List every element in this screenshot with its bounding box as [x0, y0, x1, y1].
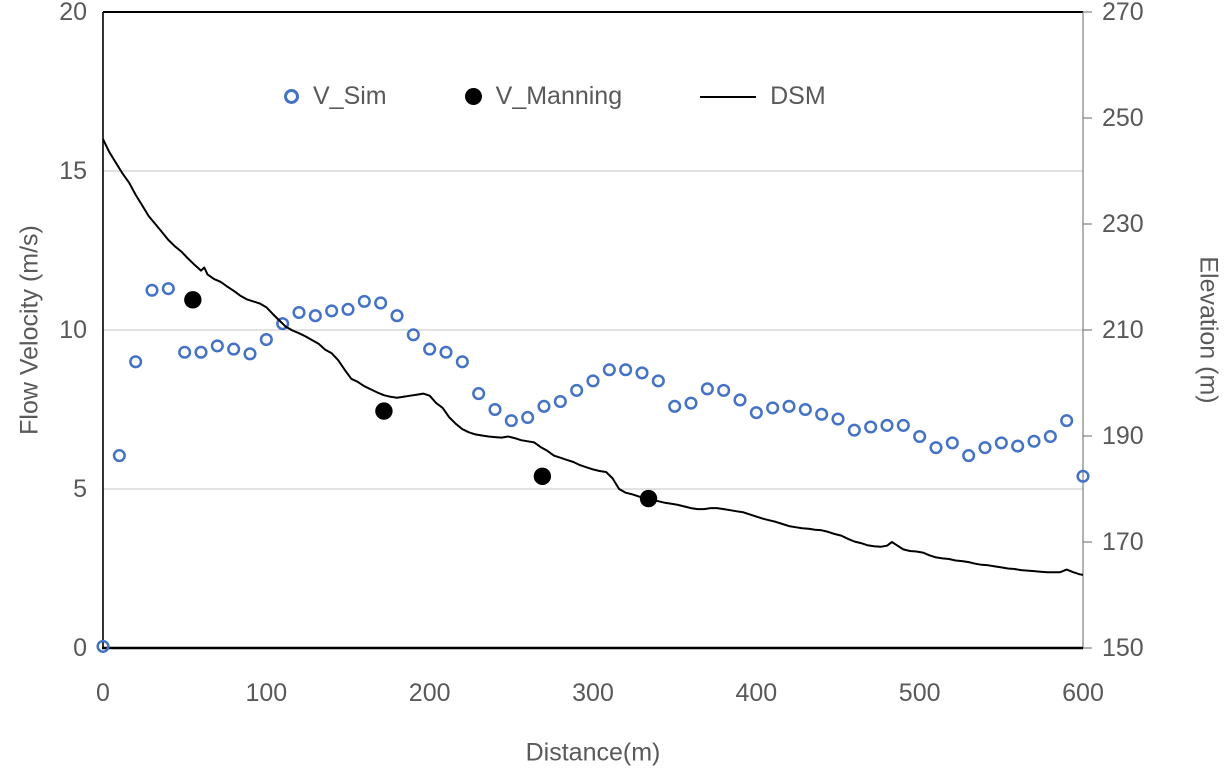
- v-sim-point: [504, 414, 518, 428]
- v-sim-point: [406, 328, 420, 342]
- v-manning-point: [375, 402, 393, 420]
- v-sim-point: [717, 383, 731, 397]
- v-sim-point: [913, 429, 927, 444]
- legend-item-v-sim: V_Sim: [284, 82, 387, 111]
- y-left-tick-label: 0: [73, 634, 87, 662]
- x-tick-label: 100: [245, 679, 287, 707]
- v-sim-point: [945, 436, 959, 450]
- v-sim-point: [651, 374, 665, 388]
- v-sim-point: [1076, 469, 1090, 483]
- v-sim-point: [145, 283, 159, 297]
- v-sim-point: [374, 296, 388, 310]
- v-sim-point: [1060, 414, 1074, 428]
- y-right-tick-label: 210: [1102, 316, 1144, 344]
- v-sim-point: [276, 317, 290, 331]
- y-left-tick-label: 20: [59, 0, 87, 26]
- v-sim-point: [390, 309, 404, 323]
- v-sim-point: [896, 418, 910, 432]
- v-sim-point: [423, 342, 437, 356]
- v-sim-point: [472, 387, 486, 401]
- v-sim-point: [488, 402, 502, 417]
- v-sim-point: [847, 423, 861, 437]
- legend-item-dsm: DSM: [700, 82, 826, 111]
- v-sim-marker-icon: [284, 89, 299, 104]
- x-tick-label: 500: [899, 679, 941, 707]
- dsm-line-icon: [700, 95, 757, 98]
- v-sim-point: [815, 407, 829, 421]
- v-sim-point: [978, 441, 992, 455]
- v-sim-point: [243, 347, 257, 361]
- v-sim-point: [227, 342, 241, 356]
- v-sim-point: [194, 345, 208, 359]
- y-left-tick-label: 10: [59, 316, 87, 344]
- v-sim-point: [749, 406, 763, 420]
- v-sim-point: [439, 345, 453, 359]
- legend: V_Sim V_Manning DSM: [284, 82, 826, 111]
- v-manning-point: [533, 467, 552, 485]
- v-sim-point: [553, 395, 567, 409]
- v-sim-point: [766, 401, 780, 415]
- v-sim-point: [994, 436, 1008, 450]
- v-sim-point: [521, 410, 535, 425]
- y-right-tick-label: 230: [1102, 210, 1144, 238]
- v-sim-point: [1027, 434, 1041, 448]
- v-sim-point: [357, 294, 371, 308]
- x-tick-label: 300: [572, 679, 614, 707]
- v-sim-point: [96, 639, 110, 653]
- legend-label-v-manning: V_Manning: [495, 82, 623, 110]
- v-sim-point: [782, 399, 796, 413]
- v-sim-point: [341, 302, 355, 316]
- v-sim-point: [178, 345, 192, 359]
- x-tick-label: 600: [1062, 679, 1104, 707]
- y-right-tick-label: 150: [1102, 634, 1144, 662]
- y-left-tick-label: 5: [73, 475, 87, 503]
- y-right-tick-label: 250: [1102, 104, 1144, 132]
- v-sim-point: [259, 332, 273, 347]
- x-tick-label: 0: [96, 679, 110, 707]
- v-sim-point: [1043, 429, 1057, 444]
- v-manning-point: [184, 291, 202, 309]
- v-sim-point: [570, 383, 584, 397]
- v-sim-point: [112, 449, 126, 463]
- v-sim-point: [798, 402, 812, 417]
- v-sim-point: [635, 366, 649, 380]
- v-sim-point: [586, 374, 600, 388]
- y-left-tick-label: 15: [59, 157, 87, 185]
- left-axis-title: Flow Velocity (m/s): [15, 225, 44, 435]
- v-sim-point: [864, 420, 878, 434]
- v-manning-marker-icon: [464, 88, 482, 105]
- v-sim-point: [602, 363, 616, 377]
- legend-label-dsm: DSM: [770, 82, 826, 110]
- x-tick-label: 400: [735, 679, 777, 707]
- v-sim-point: [962, 449, 976, 463]
- v-sim-point: [619, 363, 633, 377]
- legend-item-v-manning: V_Manning: [464, 82, 623, 111]
- v-sim-point: [880, 418, 894, 432]
- v-sim-point: [210, 339, 224, 353]
- v-sim-point: [1011, 439, 1025, 453]
- v-sim-point: [161, 282, 175, 296]
- v-sim-point: [308, 309, 322, 323]
- v-sim-point: [700, 382, 714, 396]
- right-axis-title: Elevation (m): [1194, 256, 1223, 404]
- y-right-tick-label: 170: [1102, 528, 1144, 556]
- dsm-line-series: [102, 138, 1084, 576]
- v-sim-point: [455, 355, 469, 369]
- x-axis-title: Distance(m): [525, 738, 661, 767]
- v-sim-point: [684, 396, 698, 410]
- v-sim-point: [537, 399, 551, 413]
- v-sim-point: [292, 305, 306, 320]
- v-sim-point: [733, 393, 747, 407]
- v-sim-point: [929, 441, 943, 455]
- y-right-tick-label: 270: [1102, 0, 1144, 26]
- v-sim-point: [831, 412, 845, 426]
- legend-label-v-sim: V_Sim: [313, 82, 387, 110]
- v-sim-point: [668, 399, 682, 413]
- v-sim-point: [325, 304, 339, 318]
- x-tick-label: 200: [409, 679, 451, 707]
- v-sim-point: [129, 355, 143, 369]
- y-right-tick-label: 190: [1102, 422, 1144, 450]
